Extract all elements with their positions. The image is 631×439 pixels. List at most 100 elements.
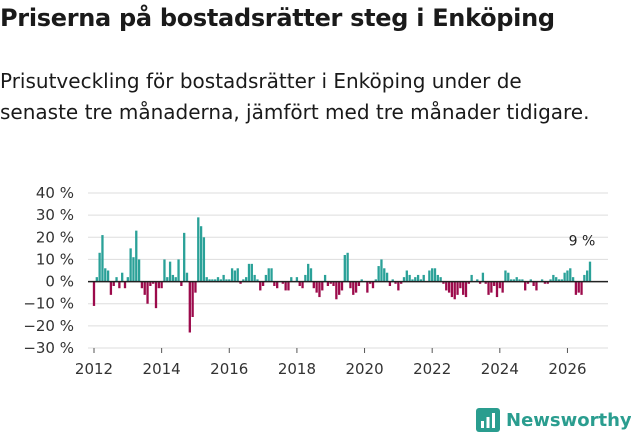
- bar: [464, 281, 468, 298]
- bar: [185, 272, 189, 282]
- bar: [157, 281, 160, 289]
- bar: [236, 268, 239, 282]
- bar: [253, 274, 256, 282]
- bar: [183, 232, 186, 282]
- bar: [453, 281, 456, 300]
- bar: [239, 281, 242, 284]
- y-tick-label: 40 %: [36, 184, 74, 202]
- bar: [92, 281, 96, 306]
- bar: [366, 281, 369, 293]
- y-tick-label: −20 %: [23, 317, 74, 335]
- bar: [287, 281, 290, 291]
- y-tick-label: 10 %: [36, 250, 74, 268]
- bar: [416, 274, 420, 282]
- bar: [540, 279, 544, 282]
- bar: [123, 281, 127, 289]
- bar: [583, 274, 586, 282]
- bar: [588, 261, 592, 282]
- y-axis-labels: −30 % −20 % −10 % 0 % 10 % 20 % 30 % 40 %: [23, 184, 74, 357]
- bar: [233, 270, 237, 282]
- brand-name: Newsworthy: [506, 409, 631, 431]
- bar: [481, 272, 485, 282]
- bar: [371, 281, 375, 289]
- bar: [574, 281, 578, 295]
- bar: [225, 279, 228, 282]
- bar: [137, 259, 141, 282]
- bar: [149, 281, 152, 286]
- x-tick-label: 2022: [413, 360, 451, 378]
- bar: [202, 237, 206, 282]
- bar: [532, 281, 535, 286]
- bar: [543, 281, 547, 284]
- y-tick-label: −10 %: [23, 295, 74, 313]
- bar: [309, 268, 313, 282]
- bar: [340, 281, 344, 291]
- bar: [197, 217, 200, 282]
- bar: [357, 281, 361, 286]
- bar: [346, 252, 349, 282]
- bar: [422, 274, 425, 282]
- bar: [563, 272, 566, 282]
- bar: [276, 281, 279, 289]
- bar: [270, 268, 273, 282]
- bar: [380, 259, 383, 282]
- bar: [98, 252, 101, 282]
- bar: [383, 268, 386, 282]
- bar: [318, 281, 321, 298]
- bar: [405, 270, 408, 282]
- bar: [504, 270, 507, 282]
- bar: [284, 281, 287, 291]
- bar: [529, 279, 532, 282]
- bar: [230, 268, 234, 282]
- bar: [462, 281, 465, 295]
- bar: [490, 281, 493, 293]
- y-tick-label: 20 %: [36, 228, 74, 246]
- bar: [264, 274, 268, 282]
- bar: [442, 281, 445, 284]
- bar: [219, 279, 222, 282]
- bar: [419, 279, 423, 282]
- bar: [557, 279, 561, 282]
- bar: [402, 277, 406, 282]
- bar: [118, 281, 121, 289]
- bar: [281, 281, 284, 284]
- bar: [143, 281, 146, 295]
- bar: [216, 277, 220, 282]
- bar: [307, 263, 310, 282]
- bar: [256, 279, 259, 282]
- bar: [498, 281, 501, 289]
- bar: [408, 274, 411, 282]
- page-subtitle: Prisutveckling för bostadsrätter i Enköp…: [0, 69, 590, 124]
- bar: [194, 281, 197, 293]
- bar: [521, 279, 524, 282]
- bar: [205, 277, 208, 282]
- y-tick-label: 30 %: [36, 206, 74, 224]
- bar: [526, 281, 530, 284]
- bar: [487, 281, 490, 295]
- bar: [549, 279, 552, 282]
- bar: [146, 281, 149, 304]
- bar-chart: −30 %−20 %−10 %0 %10 %20 %30 %40 % 2012 2…: [23, 184, 608, 378]
- bar: [208, 279, 211, 282]
- bar: [335, 281, 338, 300]
- bar: [242, 279, 245, 282]
- bar: [222, 274, 225, 282]
- bar: [132, 257, 135, 282]
- bar: [101, 235, 104, 282]
- bar: [414, 277, 417, 282]
- bar: [301, 281, 304, 289]
- bar: [577, 281, 580, 293]
- x-tick-label: 2018: [278, 360, 316, 378]
- bar: [168, 261, 172, 282]
- bar: [267, 268, 270, 282]
- bar: [524, 281, 527, 291]
- bar: [250, 263, 253, 282]
- bar: [388, 281, 392, 286]
- bar: [343, 255, 346, 282]
- bar: [509, 279, 513, 282]
- bar: [214, 279, 217, 282]
- x-tick-label: 2012: [75, 360, 113, 378]
- bar: [546, 281, 549, 284]
- bar: [369, 281, 372, 284]
- bar: [439, 277, 442, 282]
